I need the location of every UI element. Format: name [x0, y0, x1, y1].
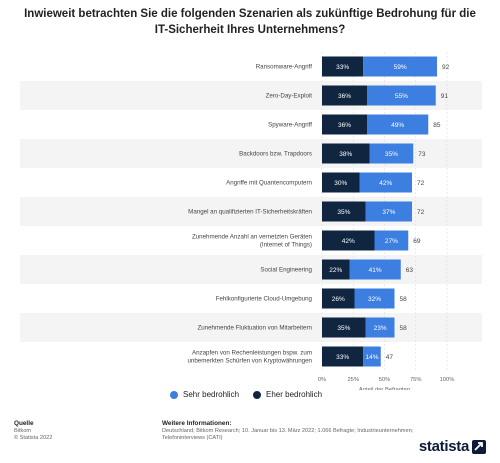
category-label: Mangel an qualifizierten IT-Sicherheitsk… [188, 209, 312, 216]
logo-arrow-icon [472, 439, 486, 454]
x-tick-label: 50% [379, 377, 391, 383]
category-label: Anzapfen von Rechenleistungen bspw. zum u… [187, 350, 312, 365]
data-label-sehr: 41% [369, 267, 382, 274]
category-label: Social Engineering [260, 267, 312, 274]
bar-eher-bedrohlich [322, 143, 370, 164]
bar-eher-bedrohlich [322, 259, 350, 280]
data-label-eher: 35% [337, 325, 350, 332]
data-label-sehr: 59% [394, 64, 407, 71]
x-axis-label: Anteil der Befragten [359, 387, 410, 390]
bar-eher-bedrohlich [322, 288, 355, 309]
bar-eher-bedrohlich [322, 114, 367, 135]
total-label: 92 [442, 64, 450, 71]
data-label-eher: 22% [329, 267, 342, 274]
bar-eher-bedrohlich [322, 346, 364, 367]
legend-swatch-sehr [170, 390, 178, 399]
category-label: Zunehmende Anzahl an vernetzten Geräten(… [192, 234, 313, 249]
row-band [20, 313, 482, 342]
bar-chart: Ransomware-Angriff 33% 59% 92 Zero-Day-Explo… [20, 52, 482, 390]
bar-eher-bedrohlich [322, 172, 360, 193]
total-label: 69 [413, 238, 421, 245]
total-label: 72 [417, 209, 425, 216]
statista-logo[interactable]: statista [419, 438, 486, 455]
data-label-sehr: 37% [382, 209, 395, 216]
info-line: Telefoninterviews (CATI) [162, 435, 223, 441]
data-label-sehr: 32% [368, 296, 381, 303]
data-label-sehr: 27% [385, 238, 398, 245]
data-label-eher: 38% [339, 151, 352, 158]
total-label: 58 [400, 296, 408, 303]
legend-item-sehr[interactable]: Sehr bedrohlich [170, 390, 239, 399]
copyright-line: © Statista 2022 [14, 435, 53, 441]
bar-eher-bedrohlich [322, 201, 366, 222]
bar-eher-bedrohlich [322, 317, 366, 338]
data-label-sehr: 49% [391, 122, 404, 129]
source-block: Quelle Bitkom © Statista 2022 [14, 420, 52, 443]
category-label: Ransomware-Angriff [256, 64, 313, 71]
info-line: Deutschland; Bitkom Research; 10. Januar… [162, 427, 414, 434]
total-label: 47 [386, 354, 394, 361]
row-band [20, 255, 482, 284]
bar-sehr-bedrohlich [365, 201, 412, 222]
category-label: Zero-Day-Exploit [266, 93, 313, 100]
category-label: Angriffe mit Quantencomputern [226, 180, 312, 187]
data-label-eher: 36% [338, 93, 351, 100]
bar-sehr-bedrohlich [363, 56, 437, 77]
x-tick-label: 0% [318, 377, 326, 383]
bar-sehr-bedrohlich [367, 85, 436, 106]
x-tick-label: 25% [347, 377, 359, 383]
bar-sehr-bedrohlich [365, 317, 395, 338]
source-line[interactable]: Bitkom [14, 427, 32, 434]
legend-label-eher: Eher bedrohlich [266, 390, 323, 399]
legend: Sehr bedrohlich Eher bedrohlich [0, 390, 500, 404]
category-label: Fehlkonfigurierte Cloud-Umgebung [216, 296, 313, 303]
bar-sehr-bedrohlich [354, 288, 395, 309]
data-label-sehr: 23% [374, 325, 387, 332]
data-label-eher: 33% [336, 354, 349, 361]
legend-item-eher[interactable]: Eher bedrohlich [253, 390, 322, 399]
total-label: 72 [417, 180, 425, 187]
x-tick-label: 75% [410, 377, 422, 383]
data-label-eher: 26% [332, 296, 345, 303]
chart-title: Inwieweit betrachten Sie die folgenden S… [24, 8, 476, 36]
total-label: 91 [441, 93, 449, 100]
total-label: 73 [418, 151, 426, 158]
total-label: 58 [400, 325, 408, 332]
data-label-sehr: 35% [385, 151, 398, 158]
data-label-sehr: 14% [365, 354, 378, 361]
legend-label-sehr: Sehr bedrohlich [183, 390, 240, 399]
data-label-eher: 42% [342, 238, 355, 245]
total-label: 63 [406, 267, 414, 274]
category-label: Zunehmende Fluktuation von Mitarbeitern [197, 325, 312, 332]
logo-wordmark: statista [418, 438, 469, 455]
info-block: Weitere Informationen: Deutschland; Bitk… [162, 420, 432, 443]
source-heading: Quelle [14, 420, 34, 427]
bar-sehr-bedrohlich [359, 172, 412, 193]
bar-eher-bedrohlich [322, 230, 375, 251]
data-label-eher: 30% [334, 180, 347, 187]
bar-sehr-bedrohlich [363, 346, 381, 367]
bar-eher-bedrohlich [322, 56, 364, 77]
info-heading: Weitere Informationen: [162, 420, 232, 427]
data-label-sehr: 55% [395, 93, 408, 100]
data-label-eher: 33% [336, 64, 349, 71]
data-label-sehr: 42% [379, 180, 392, 187]
bar-sehr-bedrohlich [349, 259, 401, 280]
bar-sehr-bedrohlich [367, 114, 429, 135]
data-label-eher: 36% [338, 122, 351, 129]
x-tick-label: 100% [440, 377, 455, 383]
category-label: Backdoors bzw. Trapdoors [239, 151, 312, 158]
data-label-eher: 35% [337, 209, 350, 216]
category-label: Spyware-Angriff [268, 122, 312, 129]
bar-sehr-bedrohlich [374, 230, 409, 251]
bar-sehr-bedrohlich [369, 143, 414, 164]
total-label: 85 [433, 122, 441, 129]
bar-eher-bedrohlich [322, 85, 367, 106]
legend-swatch-eher [253, 390, 261, 399]
